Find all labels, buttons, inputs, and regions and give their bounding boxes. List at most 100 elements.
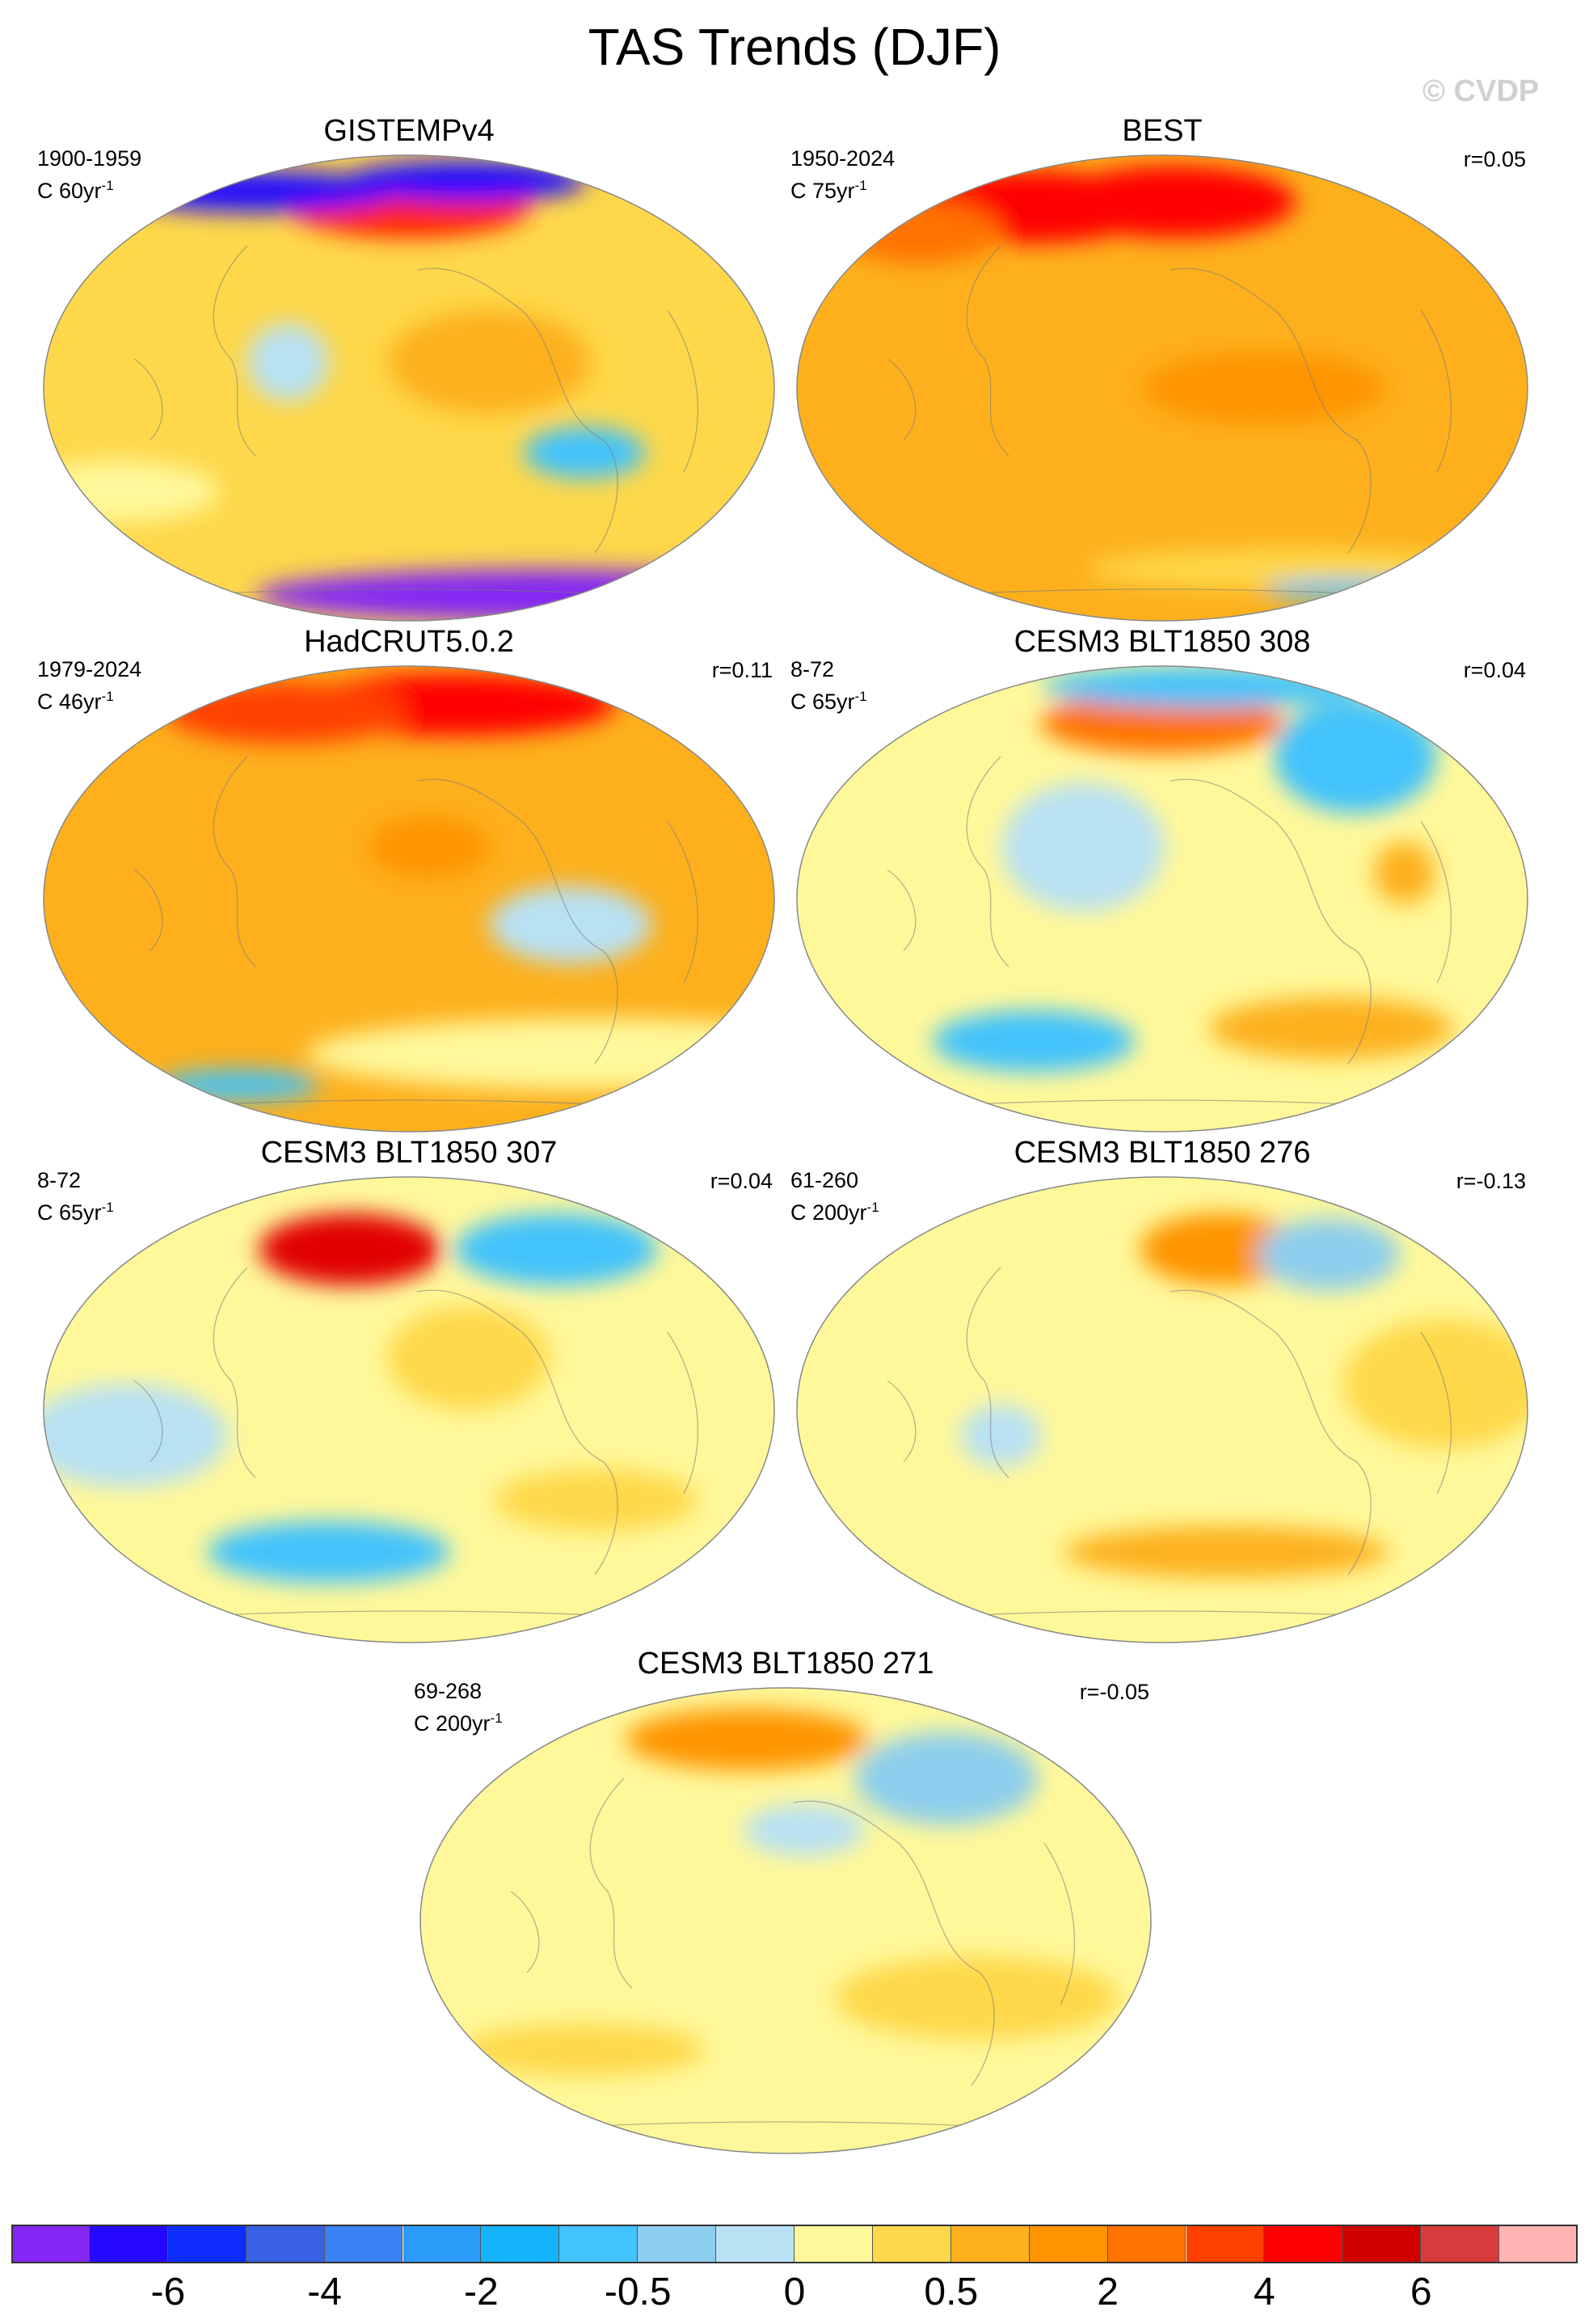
- colorbar-segment: [638, 2225, 717, 2263]
- colorbar-segment: [872, 2225, 951, 2263]
- trend-anomaly-region: [489, 886, 652, 964]
- panel-title: CESM3 BLT1850 271: [637, 1647, 934, 1681]
- colorbar-segment: [716, 2225, 794, 2263]
- pattern-correlation: r=-0.13: [1456, 1169, 1526, 1193]
- trend-anomaly-region: [388, 310, 592, 414]
- unit-label: C 75yr-1: [790, 178, 867, 203]
- colorbar-segment: [89, 2225, 168, 2263]
- map-outline: [419, 1687, 1152, 2154]
- panel-period-units: 1979-2024 C 46yr-1: [37, 656, 141, 715]
- pattern-correlation: r=0.11: [711, 658, 773, 682]
- map-outline: [796, 665, 1528, 1132]
- colorbar-segment: [246, 2225, 325, 2263]
- unit-label: C 200yr-1: [414, 1710, 503, 1736]
- map-panel: CESM3 BLT1850 307 8-72 C 65yr-1 r=0.04: [37, 1135, 781, 1652]
- colorbar-segment: [11, 2225, 90, 2263]
- unit-label: C 60yr-1: [37, 178, 114, 203]
- map-outline: [43, 1176, 775, 1643]
- coastline: [101, 1267, 733, 1624]
- colorbar-segment: [1264, 2225, 1343, 2263]
- colorbar-tick-label: 2: [1097, 2271, 1119, 2313]
- colorbar-segment: [481, 2225, 560, 2263]
- trend-anomaly-region: [44, 1384, 229, 1487]
- panel-title: GISTEMPv4: [323, 114, 495, 148]
- colorbar-tick-label: -4: [307, 2271, 342, 2313]
- panel-period-units: 8-72 C 65yr-1: [790, 656, 867, 715]
- colorbar: [11, 2225, 1578, 2263]
- colorbar-segment: [1342, 2225, 1422, 2263]
- map-panel: CESM3 BLT1850 271 69-268 C 200yr-1 r=-0.05: [414, 1646, 1157, 2163]
- map-outline: [43, 154, 775, 622]
- figure-title: TAS Trends (DJF): [588, 18, 1001, 76]
- colorbar-tick-label: 4: [1254, 2271, 1275, 2313]
- trend-anomaly-region: [387, 1306, 550, 1410]
- period-label: 8-72: [37, 1168, 82, 1192]
- map-outline: [796, 1176, 1528, 1643]
- panel-title: HadCRUT5.0.2: [304, 625, 514, 659]
- trend-anomaly-region: [1209, 997, 1453, 1060]
- trend-anomaly-region: [625, 1708, 870, 1771]
- coastline: [478, 1778, 1110, 2135]
- map-panel: CESM3 BLT1850 308 8-72 C 65yr-1 r=0.04: [790, 624, 1534, 1141]
- trend-anomaly-region: [1001, 782, 1165, 912]
- trend-map: [43, 154, 775, 622]
- trend-anomaly-region: [259, 1213, 442, 1286]
- trend-anomaly-region: [461, 2024, 706, 2076]
- period-label: 1979-2024: [37, 657, 142, 681]
- pattern-correlation: r=0.04: [710, 1169, 773, 1193]
- watermark: © CVDP: [1423, 74, 1540, 108]
- trend-anomaly-region: [932, 1010, 1136, 1073]
- colorbar-tick-label: -0.5: [604, 2271, 672, 2313]
- colorbar-tick-label: -2: [464, 2271, 499, 2313]
- period-label: 1950-2024: [790, 146, 896, 171]
- trend-anomaly-region: [494, 1469, 698, 1532]
- colorbar-segment: [1029, 2225, 1108, 2263]
- period-label: 1900-1959: [37, 146, 142, 171]
- trend-anomaly-region: [743, 1804, 866, 1856]
- coastline: [101, 756, 733, 1113]
- map-panel: BEST 1950-2024 C 75yr-1 r=0.05: [790, 113, 1534, 631]
- period-label: 61-260: [790, 1168, 859, 1192]
- colorbar-segment: [167, 2225, 247, 2263]
- trend-anomaly-region: [1064, 1526, 1389, 1578]
- trend-anomaly-region: [247, 323, 329, 401]
- coastline: [854, 756, 1486, 1113]
- trend-map: [796, 154, 1528, 622]
- pattern-correlation: r=0.05: [1463, 147, 1526, 171]
- trend-anomaly-region: [854, 1731, 1038, 1825]
- colorbar-segment: [1421, 2225, 1500, 2263]
- trend-anomaly-region: [1041, 666, 1367, 708]
- map-panel: CESM3 BLT1850 276 61-260 C 200yr-1 r=-0.13: [790, 1135, 1534, 1652]
- trend-anomaly-region: [1373, 841, 1435, 905]
- trend-map: [43, 1176, 775, 1643]
- map-outline: [796, 154, 1528, 622]
- panel-title: CESM3 BLT1850 308: [1014, 625, 1311, 659]
- panel-period-units: 69-268 C 200yr-1: [414, 1678, 503, 1737]
- panel-period-units: 1900-1959 C 60yr-1: [37, 146, 141, 205]
- colorbar-tick-label: 0: [783, 2271, 806, 2313]
- panel-period-units: 61-260 C 200yr-1: [790, 1167, 879, 1226]
- map-outline: [43, 665, 775, 1132]
- period-label: 8-72: [790, 657, 835, 681]
- trend-anomaly-region: [1274, 699, 1436, 814]
- pattern-correlation: r=-0.05: [1079, 1680, 1149, 1704]
- trend-map: [796, 1176, 1528, 1643]
- trend-anomaly-region: [1141, 352, 1386, 424]
- unit-label: C 46yr-1: [37, 689, 114, 714]
- trend-anomaly-region: [1257, 1218, 1400, 1291]
- panel-period-units: 1950-2024 C 75yr-1: [790, 146, 895, 205]
- colorbar-segment: [794, 2225, 873, 2263]
- trend-map: [796, 665, 1528, 1132]
- trend-map: [43, 665, 775, 1132]
- panel-title: CESM3 BLT1850 276: [1014, 1136, 1311, 1170]
- colorbar-tick-label: -6: [150, 2271, 186, 2313]
- trend-anomaly-region: [834, 1956, 1119, 2040]
- pattern-correlation: r=0.04: [1463, 658, 1526, 682]
- trend-anomaly-region: [960, 1404, 1042, 1467]
- trend-anomaly-region: [1140, 1213, 1303, 1286]
- trend-anomaly-region: [343, 160, 587, 202]
- panel-title: CESM3 BLT1850 307: [260, 1136, 558, 1170]
- map-panel: GISTEMPv4 1900-1959 C 60yr-1: [37, 113, 781, 631]
- map-panel: HadCRUT5.0.2 1979-2024 C 46yr-1 r=0.11: [37, 624, 781, 1141]
- panel-title: BEST: [1122, 114, 1203, 148]
